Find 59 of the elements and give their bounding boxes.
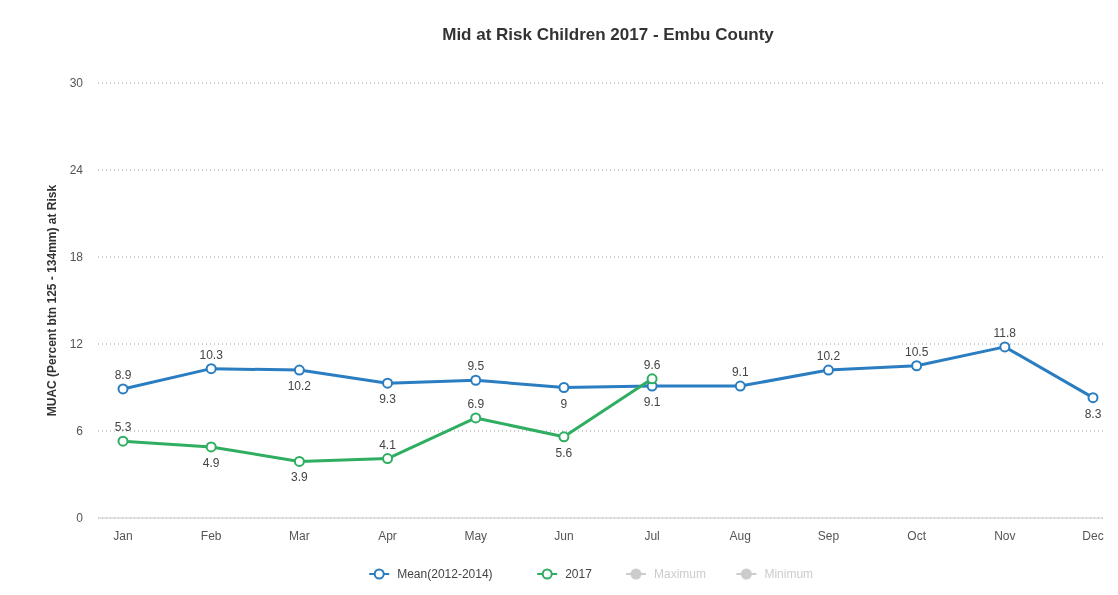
- data-label: 10.2: [816, 349, 841, 364]
- y-tick-label: 6: [76, 424, 84, 439]
- data-label: 9.5: [467, 359, 485, 374]
- data-label: 10.2: [287, 379, 312, 394]
- y-tick-label: 30: [69, 76, 84, 91]
- x-tick-label: Nov: [994, 529, 1016, 543]
- data-label: 10.3: [199, 347, 224, 362]
- y-tick-label: 18: [69, 250, 84, 265]
- point: [470, 412, 482, 424]
- y-tick-label: 0: [76, 511, 84, 526]
- x-tick-label: Mar: [289, 529, 310, 543]
- data-label: 8.9: [114, 367, 132, 382]
- point: [822, 364, 834, 376]
- point: [999, 341, 1011, 353]
- point: [646, 373, 658, 385]
- point: [558, 382, 570, 393]
- data-label: 10.5: [904, 344, 929, 359]
- data-label: 4.9: [202, 455, 220, 470]
- point: [293, 455, 305, 467]
- data-label: 11.8: [993, 325, 1017, 340]
- x-tick-label: Jan: [113, 529, 133, 543]
- data-label: 9.3: [379, 392, 397, 407]
- x-tick-label: Apr: [378, 529, 397, 543]
- data-label: 5.6: [555, 445, 573, 460]
- data-label: 3.9: [291, 470, 309, 485]
- point: [382, 453, 394, 465]
- x-tick-label: May: [464, 529, 488, 543]
- data-label: 4.1: [379, 437, 397, 452]
- y-tick-label: 24: [69, 163, 84, 178]
- point: [1087, 392, 1099, 404]
- point: [382, 377, 394, 389]
- x-tick-label: Sep: [817, 529, 840, 543]
- point: [558, 431, 570, 443]
- legend-label: 2017: [565, 567, 593, 582]
- point: [205, 441, 217, 453]
- data-label: 9.6: [643, 357, 661, 372]
- x-tick-label: Feb: [200, 529, 222, 543]
- data-label: 9: [560, 396, 568, 411]
- point: [205, 363, 217, 375]
- x-tick-label: Jun: [554, 529, 574, 543]
- point: [734, 380, 746, 392]
- point: [117, 435, 129, 447]
- data-label: 5.3: [114, 420, 132, 435]
- point: [470, 374, 482, 386]
- x-tick-label: Jul: [644, 529, 660, 543]
- point: [117, 383, 129, 395]
- x-tick-label: Dec: [1082, 529, 1104, 543]
- data-label: 9.1: [643, 395, 661, 410]
- chart-title: Mid at Risk Children 2017 - Embu County: [442, 25, 775, 44]
- y-tick-label: 12: [69, 337, 84, 352]
- data-label: 6.9: [467, 396, 485, 411]
- point: [293, 364, 305, 376]
- x-tick-label: Aug: [729, 529, 751, 543]
- legend-label: Mean(2012-2014): [397, 567, 493, 582]
- x-tick-label: Oct: [907, 529, 927, 543]
- point: [911, 360, 923, 372]
- y-axis-title: MUAC (Percent btn 125 - 134mm) at Risk: [45, 184, 59, 417]
- data-label: 8.3: [1084, 406, 1102, 421]
- data-label: 9.1: [731, 365, 749, 380]
